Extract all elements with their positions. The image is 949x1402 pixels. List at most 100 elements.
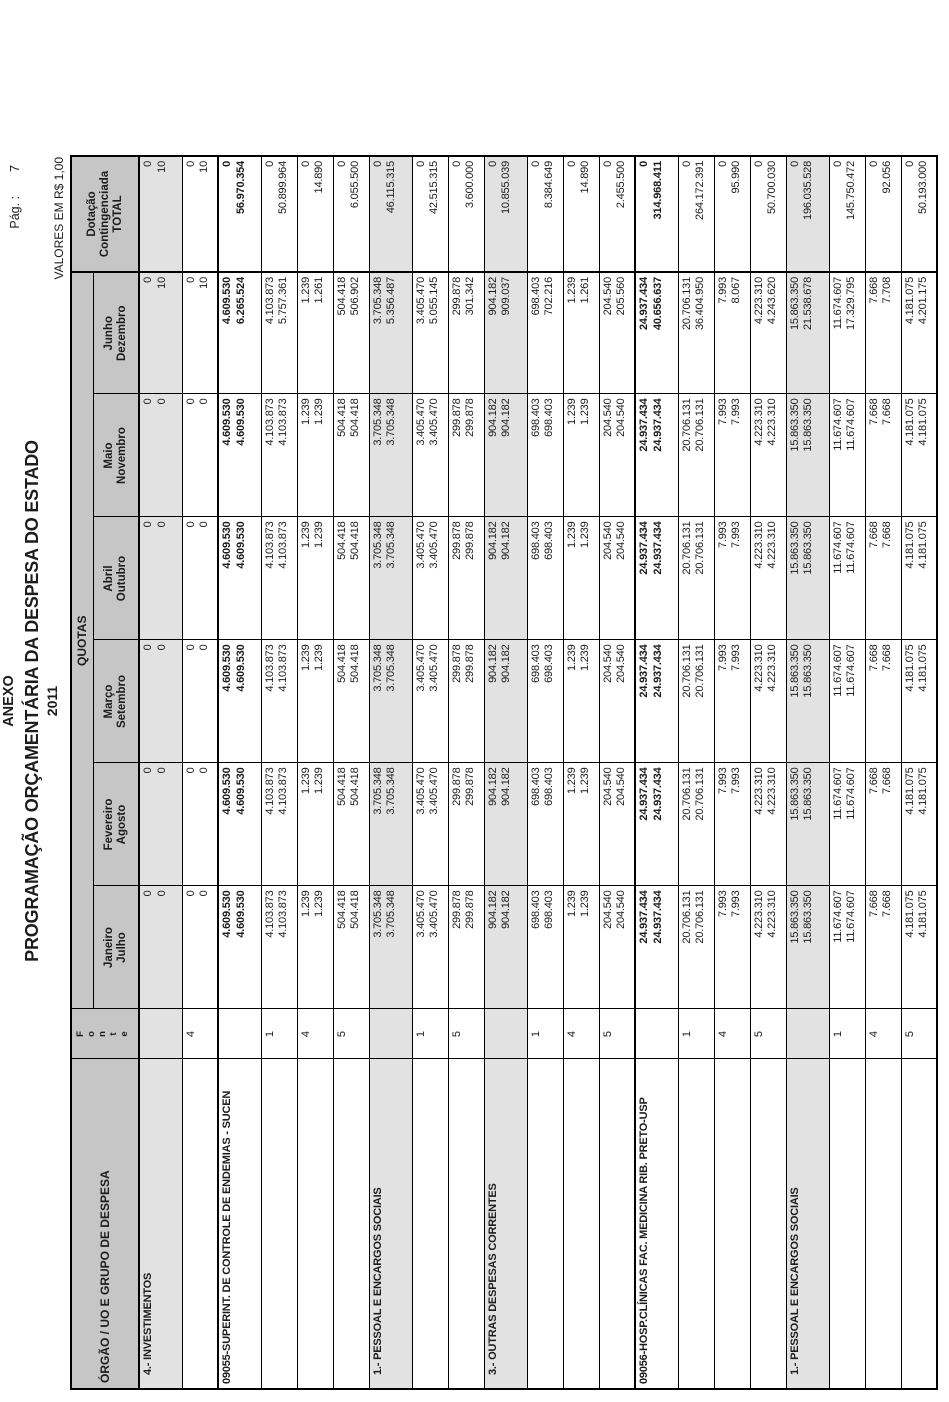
value-line: 15.863.350 [788, 767, 801, 821]
row-fonte: 5 [333, 1009, 369, 1059]
table-row-fonte-4: 4 1.239 1.239 1.239 1.239 1.239 1.239 1.239 1.23… [297, 155, 333, 1389]
value-line: 506.902 [349, 276, 361, 316]
month-line2: Julho [115, 932, 128, 963]
value-line: 0 [184, 767, 197, 774]
cell-maio-novembro: 1.239 1.239 [297, 394, 333, 517]
cell-marco-setembro: 3.705.348 3.705.348 [369, 640, 412, 763]
cell-abril-outubro: 698.403 698.403 [527, 517, 563, 640]
table-row-fonte-5: 5 504.418 504.418 504.418 504.418 504.418 504.… [333, 155, 369, 1389]
col-header-month-fevereiro-agosto: Fevereiro Agosto [93, 763, 139, 886]
value-line: 904.182 [486, 767, 499, 806]
row-label [563, 1059, 599, 1389]
cell-dotacao-total: 0 92.056 [865, 155, 901, 272]
cell-fevereiro-agosto: 15.863.350 15.863.350 [786, 763, 829, 886]
value-line: 0 [335, 160, 348, 167]
value-line: 5.055.145 [428, 276, 440, 325]
row-label [527, 1059, 563, 1389]
value-line: 4.223.310 [766, 521, 778, 569]
value-line: 95.990 [730, 160, 742, 194]
value-line: 504.418 [335, 890, 348, 929]
value-line: 904.182 [486, 276, 499, 316]
value-line: 0 [638, 160, 650, 167]
value-line: 56.970.354 [234, 160, 247, 215]
value-line: 7.993 [730, 890, 742, 918]
value-line: 1.239 [299, 767, 312, 795]
value-line: 24.937.434 [651, 767, 664, 821]
cell-maio-novembro: 1.239 1.239 [563, 394, 599, 517]
value-line: 904.182 [486, 398, 499, 437]
value-line: 698.403 [529, 890, 542, 929]
value-line: 1.239 [313, 644, 325, 672]
row-label [599, 1059, 635, 1389]
value-line: 3.405.470 [414, 644, 427, 692]
value-line: 4.609.530 [221, 521, 233, 569]
value-line: 0 [142, 521, 154, 528]
value-line: 3.405.470 [414, 767, 427, 815]
value-line: 4.103.873 [277, 398, 289, 446]
value-line: 1.239 [565, 890, 578, 918]
value-line: 0 [450, 160, 463, 167]
cell-junho-dezembro: 204.540 205.560 [599, 271, 635, 394]
value-line: 1.239 [313, 767, 325, 795]
value-line: 904.182 [500, 767, 512, 806]
value-line: 4.181.075 [917, 890, 929, 938]
row-label [865, 1059, 901, 1389]
cell-janeiro-julho: 4.223.310 4.223.310 [750, 886, 786, 1009]
row-label [829, 1059, 865, 1389]
value-line: 204.540 [615, 890, 627, 929]
value-line: 299.878 [450, 521, 463, 560]
value-line: 0 [155, 398, 168, 405]
cell-maio-novembro: 4.181.075 4.181.075 [901, 394, 937, 517]
value-line: 11.674.607 [831, 398, 844, 451]
cell-abril-outubro: 24.937.434 24.937.434 [635, 517, 678, 640]
value-line: 1.239 [299, 644, 312, 672]
value-line: 1.239 [313, 398, 325, 426]
value-line: 0 [198, 767, 210, 774]
value-line: 204.540 [615, 521, 627, 560]
row-label: 1.- PESSOAL E ENCARGOS SOCIAIS [369, 1059, 412, 1389]
table-row-09055-superint-de-controle-de-ende: 09055-SUPERINT. DE CONTROLE DE ENDEMIAS … [218, 155, 261, 1389]
value-line: 1.239 [299, 521, 312, 549]
row-label [261, 1059, 297, 1389]
value-line: 1.239 [565, 398, 578, 426]
value-line: 11.674.607 [831, 276, 844, 330]
value-line: 4.103.873 [263, 398, 276, 446]
value-line: 4.181.075 [903, 276, 916, 325]
value-line: 204.540 [601, 398, 614, 437]
cell-janeiro-julho: 299.878 299.878 [448, 886, 484, 1009]
cell-dotacao-total: 0 264.172.391 [678, 155, 714, 272]
col-header-month-janeiro-julho: Janeiro Julho [93, 886, 139, 1009]
cell-dotacao-total: 0 56.970.354 [218, 155, 261, 272]
value-line: 2.455.500 [615, 160, 627, 209]
table-row-fonte-4: 4 0 0 0 0 0 0 0 0 0 0 0 10 0 10 [182, 155, 218, 1389]
cell-marco-setembro: 20.706.131 20.706.131 [678, 640, 714, 763]
page-subtitle: PROGRAMAÇÃO ORÇAMENTÁRIA DA DESPESA DO E… [22, 440, 42, 962]
cell-junho-dezembro: 698.403 702.216 [527, 271, 563, 394]
value-line: 0 [716, 160, 729, 167]
month-line2: Agosto [115, 804, 128, 845]
value-line: 504.418 [349, 767, 361, 806]
cell-janeiro-julho: 20.706.131 20.706.131 [678, 886, 714, 1009]
value-line: 4.243.620 [766, 276, 778, 325]
value-line: 504.418 [349, 644, 361, 683]
currency-note: VALORES EM R$ 1,00 [52, 157, 66, 280]
row-label [750, 1059, 786, 1389]
table-row-fonte-5: 5 4.181.075 4.181.075 4.181.075 4.181.075 4.1… [901, 155, 937, 1389]
cell-fevereiro-agosto: 3.705.348 3.705.348 [369, 763, 412, 886]
value-line: 7.668 [867, 521, 880, 549]
cell-marco-setembro: 4.181.075 4.181.075 [901, 640, 937, 763]
value-line: 0 [867, 160, 880, 167]
value-line: 0 [142, 160, 154, 167]
value-line: 7.993 [716, 398, 729, 426]
cell-janeiro-julho: 7.993 7.993 [714, 886, 750, 1009]
cell-maio-novembro: 299.878 299.878 [448, 394, 484, 517]
cell-maio-novembro: 904.182 904.182 [484, 394, 527, 517]
value-line: 7.668 [881, 890, 893, 918]
value-line: 4.223.310 [752, 644, 765, 692]
value-line: 1.239 [299, 276, 312, 304]
row-fonte: 4 [297, 1009, 333, 1059]
value-line: 698.403 [529, 644, 542, 683]
row-fonte [218, 1009, 261, 1059]
value-line: 3.705.348 [385, 398, 397, 446]
